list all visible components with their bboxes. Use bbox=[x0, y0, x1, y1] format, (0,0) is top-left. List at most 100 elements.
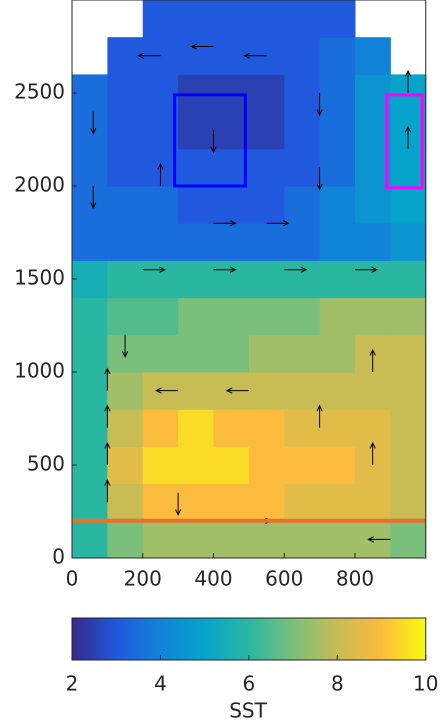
heat-cell bbox=[248, 74, 285, 113]
vector-arrow bbox=[142, 266, 166, 273]
heat-cell bbox=[107, 446, 144, 485]
heat-cell bbox=[142, 260, 179, 299]
heat-cell bbox=[355, 186, 391, 224]
vector-arrow bbox=[104, 479, 111, 503]
heat-cell bbox=[390, 483, 427, 522]
heat-cell bbox=[319, 37, 356, 75]
vector-arrow bbox=[104, 367, 111, 391]
vector-arrow bbox=[355, 266, 379, 273]
heat-cell bbox=[213, 37, 250, 75]
heat-cell bbox=[248, 148, 285, 187]
heat-cell bbox=[319, 520, 356, 559]
heat-cell bbox=[248, 446, 285, 485]
heat-cell bbox=[319, 260, 356, 299]
heat-cell bbox=[284, 334, 321, 373]
heat-cell bbox=[213, 297, 250, 336]
heat-cell bbox=[284, 297, 321, 336]
heat-cell bbox=[72, 372, 108, 410]
vector-arrow bbox=[190, 43, 214, 50]
vector-arrow bbox=[316, 404, 323, 428]
y-tick-label: 0 bbox=[52, 545, 65, 569]
vector-arrow bbox=[122, 334, 129, 358]
heat-cell bbox=[178, 372, 214, 410]
heat-cell bbox=[213, 483, 250, 522]
heat-cell bbox=[248, 260, 285, 299]
heat-cell bbox=[178, 483, 214, 522]
vector-arrow bbox=[90, 111, 97, 135]
heat-cell bbox=[390, 520, 427, 559]
heat-cell bbox=[284, 372, 321, 410]
x-tick-label: 400 bbox=[194, 567, 232, 591]
heat-cell bbox=[178, 223, 214, 261]
x-tick-label: 200 bbox=[124, 567, 162, 591]
heat-cell bbox=[213, 223, 250, 261]
heat-cell bbox=[390, 148, 427, 187]
heat-cell bbox=[72, 111, 108, 150]
heat-cell bbox=[72, 186, 108, 224]
x-tick-label: 800 bbox=[336, 567, 374, 591]
heat-cell bbox=[248, 223, 285, 261]
heat-cell bbox=[319, 483, 356, 522]
vector-arrow bbox=[104, 404, 111, 428]
vector-arrow bbox=[367, 536, 391, 543]
heat-cell bbox=[355, 223, 391, 261]
colorbar-label: SST bbox=[229, 699, 267, 723]
heat-cell bbox=[390, 297, 427, 336]
heat-cell bbox=[178, 0, 214, 38]
heat-cell bbox=[248, 0, 285, 38]
heat-cell bbox=[178, 186, 214, 224]
x-tick-label: 600 bbox=[265, 567, 303, 591]
heat-cell bbox=[284, 74, 321, 113]
heat-cell bbox=[142, 186, 179, 224]
heat-cell bbox=[178, 334, 214, 373]
heat-cell bbox=[142, 223, 179, 261]
heat-cell bbox=[142, 0, 179, 38]
heat-cell bbox=[107, 148, 144, 187]
heat-cell bbox=[72, 483, 108, 522]
heat-cell bbox=[72, 409, 108, 447]
heat-cell bbox=[142, 297, 179, 336]
vector-arrow bbox=[369, 441, 376, 465]
colorbar-tick-label: 8 bbox=[331, 672, 344, 696]
vector-arrow bbox=[316, 167, 323, 191]
heat-cell bbox=[319, 223, 356, 261]
y-tick-label: 2500 bbox=[14, 80, 65, 104]
heat-cell bbox=[107, 260, 144, 299]
heat-cell bbox=[142, 409, 179, 447]
heat-cell bbox=[107, 372, 144, 410]
colorbar bbox=[71, 617, 427, 661]
heat-cell bbox=[319, 446, 356, 485]
heat-cell bbox=[319, 186, 356, 224]
heat-cell bbox=[213, 0, 250, 38]
heat-cell bbox=[390, 446, 427, 485]
heat-cell bbox=[72, 223, 108, 261]
heat-cell bbox=[142, 446, 179, 485]
heat-cell bbox=[107, 111, 144, 150]
heat-cell bbox=[178, 260, 214, 299]
heat-cell bbox=[248, 334, 285, 373]
heat-cell bbox=[390, 186, 427, 224]
heat-cell bbox=[248, 520, 285, 559]
heat-cell bbox=[178, 409, 214, 447]
heat-cell bbox=[142, 74, 179, 113]
heat-cell bbox=[248, 186, 285, 224]
vector-arrow bbox=[137, 52, 161, 59]
heat-cell bbox=[178, 520, 214, 559]
heat-cell bbox=[390, 334, 427, 373]
heat-cell bbox=[390, 223, 427, 261]
heat-cell bbox=[284, 111, 321, 150]
vector-arrow bbox=[213, 266, 237, 273]
heat-cell bbox=[284, 260, 321, 299]
heat-cell bbox=[284, 0, 321, 38]
heat-cell bbox=[390, 260, 427, 299]
heat-cell bbox=[178, 148, 214, 187]
y-tick-label: 2000 bbox=[14, 173, 65, 197]
heat-cell bbox=[213, 409, 250, 447]
heat-cell bbox=[319, 334, 356, 373]
heat-cell bbox=[142, 483, 179, 522]
heat-cell bbox=[107, 409, 144, 447]
heat-cell bbox=[213, 111, 250, 150]
heat-cell bbox=[213, 260, 250, 299]
region-box bbox=[385, 93, 424, 190]
